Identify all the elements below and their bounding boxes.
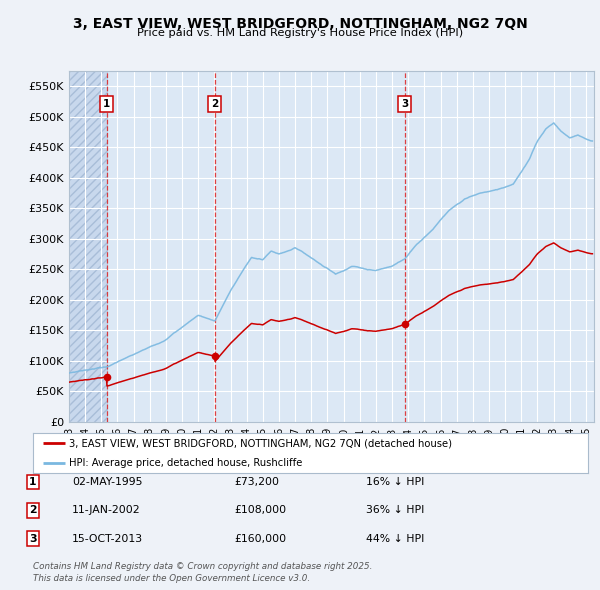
Text: 3: 3 <box>29 534 37 543</box>
Text: Price paid vs. HM Land Registry's House Price Index (HPI): Price paid vs. HM Land Registry's House … <box>137 28 463 38</box>
Text: 36% ↓ HPI: 36% ↓ HPI <box>366 506 424 515</box>
Text: 1: 1 <box>29 477 37 487</box>
Text: £160,000: £160,000 <box>234 534 286 543</box>
Text: 3, EAST VIEW, WEST BRIDGFORD, NOTTINGHAM, NG2 7QN (detached house): 3, EAST VIEW, WEST BRIDGFORD, NOTTINGHAM… <box>69 438 452 448</box>
Text: 15-OCT-2013: 15-OCT-2013 <box>72 534 143 543</box>
Text: 2: 2 <box>211 99 218 109</box>
Text: 3, EAST VIEW, WEST BRIDGFORD, NOTTINGHAM, NG2 7QN: 3, EAST VIEW, WEST BRIDGFORD, NOTTINGHAM… <box>73 17 527 31</box>
Text: 44% ↓ HPI: 44% ↓ HPI <box>366 534 424 543</box>
Text: £73,200: £73,200 <box>234 477 279 487</box>
Text: 02-MAY-1995: 02-MAY-1995 <box>72 477 143 487</box>
Text: 2: 2 <box>29 506 37 515</box>
Text: 11-JAN-2002: 11-JAN-2002 <box>72 506 140 515</box>
Text: 3: 3 <box>401 99 409 109</box>
Text: Contains HM Land Registry data © Crown copyright and database right 2025.
This d: Contains HM Land Registry data © Crown c… <box>33 562 373 583</box>
Text: 16% ↓ HPI: 16% ↓ HPI <box>366 477 424 487</box>
Text: HPI: Average price, detached house, Rushcliffe: HPI: Average price, detached house, Rush… <box>69 458 302 468</box>
Text: 1: 1 <box>103 99 110 109</box>
Text: £108,000: £108,000 <box>234 506 286 515</box>
